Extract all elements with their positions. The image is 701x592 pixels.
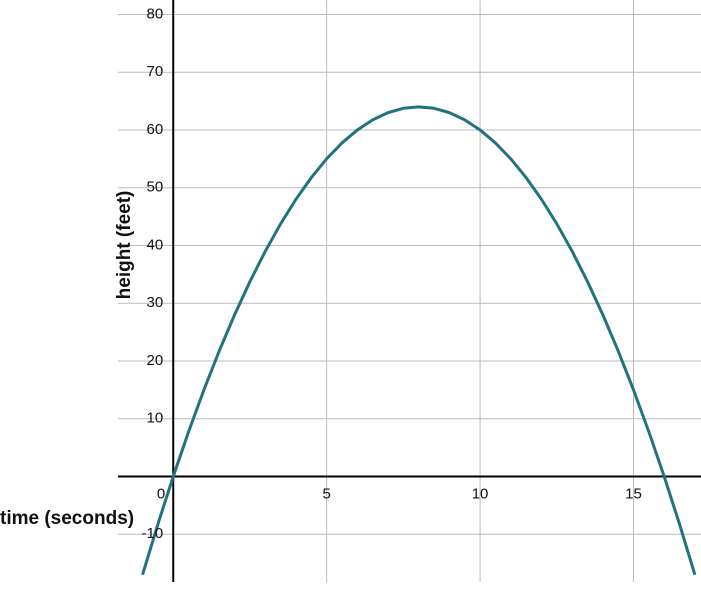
y-tick-label: -10 (142, 525, 164, 542)
x-tick-label: 5 (322, 485, 330, 502)
y-tick-label: 10 (147, 410, 164, 427)
x-tick-label: 0 (157, 485, 165, 502)
x-tick-label: 15 (625, 485, 642, 502)
y-tick-label: 60 (147, 121, 164, 138)
data-line (141, 105, 697, 576)
y-tick-label: 20 (147, 352, 164, 369)
x-tick-label: 10 (472, 485, 489, 502)
y-tick-label: 50 (147, 179, 164, 196)
y-tick-label: 70 (147, 63, 164, 80)
x-axis-title: time (seconds) (0, 508, 134, 529)
y-tick-label: 80 (147, 5, 164, 22)
y-axis-title: height (feet) (114, 191, 135, 300)
y-tick-label: 30 (147, 294, 164, 311)
y-tick-label: 40 (147, 236, 164, 253)
